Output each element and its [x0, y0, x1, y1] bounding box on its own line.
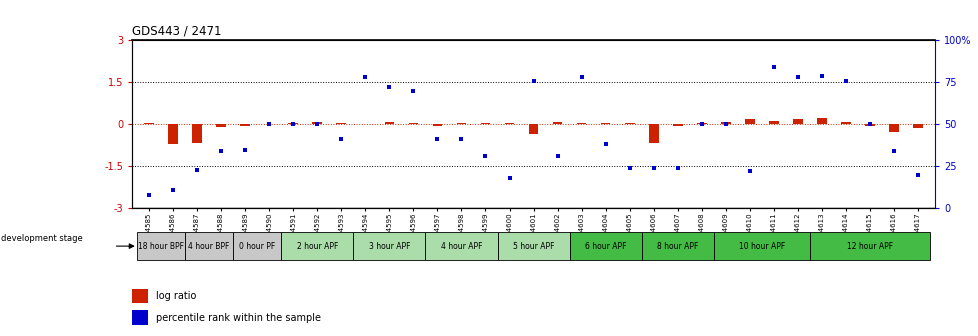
- Text: GDS443 / 2471: GDS443 / 2471: [132, 25, 221, 38]
- Bar: [144, 123, 154, 124]
- Bar: [132, 310, 148, 325]
- Bar: [384, 122, 394, 124]
- Bar: [137, 232, 185, 260]
- Text: 4 hour BPF: 4 hour BPF: [188, 242, 230, 251]
- Bar: [233, 232, 281, 260]
- Bar: [769, 121, 778, 124]
- Bar: [576, 123, 586, 124]
- Bar: [720, 122, 730, 124]
- Bar: [312, 122, 322, 124]
- Text: development stage: development stage: [1, 234, 83, 243]
- Text: percentile rank within the sample: percentile rank within the sample: [156, 312, 321, 323]
- Text: 5 hour APF: 5 hour APF: [512, 242, 554, 251]
- Bar: [641, 232, 713, 260]
- Bar: [168, 124, 178, 144]
- Text: 12 hour APF: 12 hour APF: [846, 242, 892, 251]
- Text: 6 hour APF: 6 hour APF: [584, 242, 626, 251]
- Bar: [817, 118, 826, 124]
- Bar: [600, 123, 610, 124]
- Text: 0 hour PF: 0 hour PF: [239, 242, 275, 251]
- Bar: [865, 124, 874, 126]
- Bar: [456, 123, 466, 124]
- Bar: [792, 119, 802, 124]
- Text: 18 hour BPF: 18 hour BPF: [138, 242, 184, 251]
- Bar: [425, 232, 497, 260]
- Bar: [336, 123, 346, 124]
- Text: 3 hour APF: 3 hour APF: [368, 242, 410, 251]
- Bar: [888, 124, 898, 132]
- Bar: [912, 124, 922, 128]
- Bar: [353, 232, 425, 260]
- Bar: [281, 232, 353, 260]
- Bar: [528, 124, 538, 134]
- Bar: [840, 122, 850, 124]
- Bar: [132, 289, 148, 303]
- Bar: [497, 232, 569, 260]
- Bar: [505, 123, 513, 124]
- Bar: [192, 124, 201, 142]
- Bar: [648, 124, 658, 142]
- Text: 8 hour APF: 8 hour APF: [656, 242, 697, 251]
- Bar: [240, 124, 249, 126]
- Bar: [809, 232, 929, 260]
- Bar: [216, 124, 226, 127]
- Bar: [713, 232, 809, 260]
- Bar: [672, 124, 682, 126]
- Text: 10 hour APF: 10 hour APF: [738, 242, 784, 251]
- Bar: [624, 123, 634, 124]
- Bar: [480, 123, 490, 124]
- Bar: [569, 232, 641, 260]
- Bar: [185, 232, 233, 260]
- Text: 2 hour APF: 2 hour APF: [296, 242, 337, 251]
- Bar: [408, 123, 418, 124]
- Bar: [432, 124, 442, 126]
- Bar: [553, 122, 561, 124]
- Bar: [744, 119, 754, 124]
- Bar: [696, 123, 706, 124]
- Text: 4 hour APF: 4 hour APF: [440, 242, 482, 251]
- Bar: [289, 123, 297, 124]
- Text: log ratio: log ratio: [156, 291, 196, 301]
